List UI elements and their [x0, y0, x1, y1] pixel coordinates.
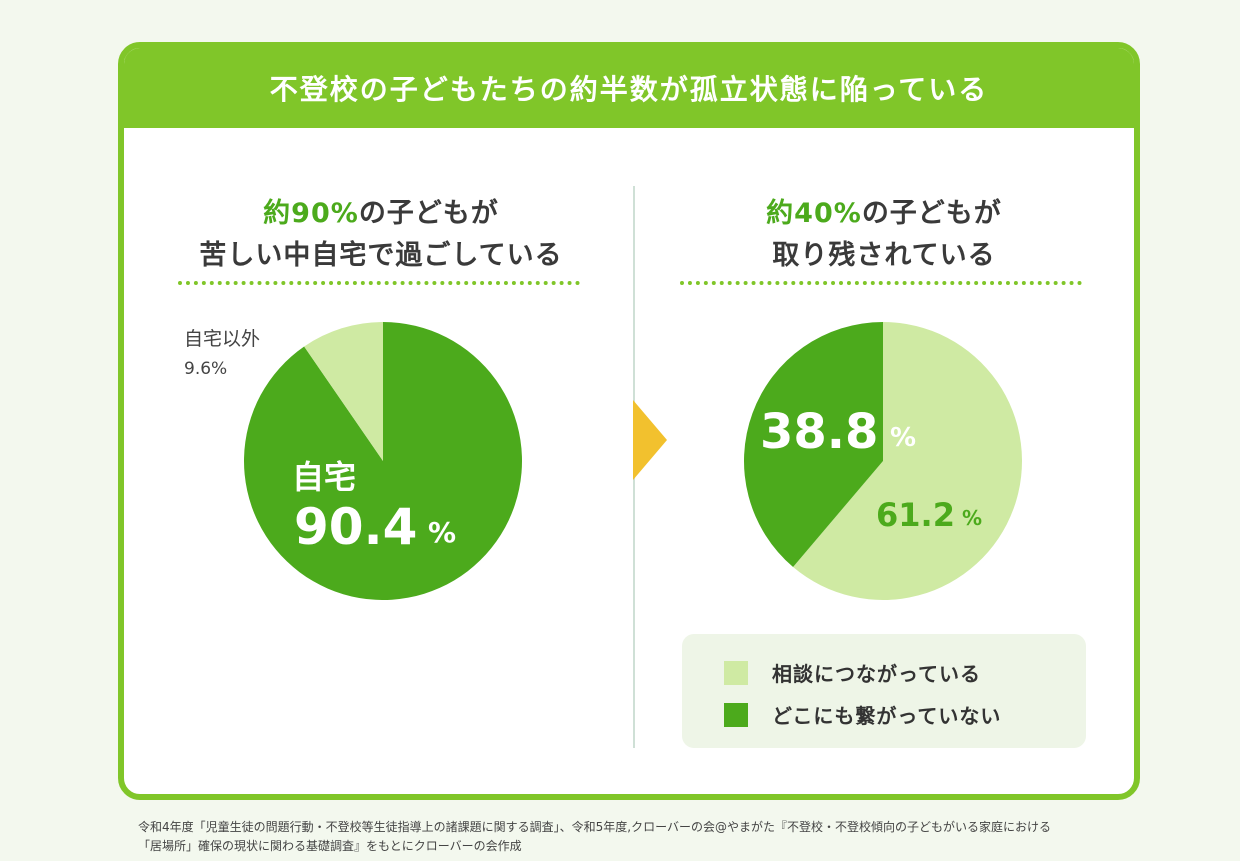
left-pie-slice-0 — [243, 322, 522, 600]
left-pie-chart — [243, 322, 522, 600]
right-heading-line2: 取り残されている — [772, 240, 996, 271]
left-dotted-divider — [178, 281, 580, 285]
legend-item-disconnected: どこにも繋がっていない — [724, 700, 1001, 729]
home-value-number: 90.4 — [294, 498, 417, 556]
legend-item-connected: 相談につながっている — [724, 658, 981, 687]
left-heading-accent: 約90% — [263, 198, 359, 229]
footnote-line-2: 「居場所」確保の現状に関わる基礎調査』をもとにクローバーの会作成 — [138, 839, 522, 853]
footnote-line-1: 令和4年度「児童生徒の問題行動・不登校等生徒指導上の諸課題に関する調査」、令和5… — [138, 820, 1051, 834]
legend-label-disconnected: どこにも繋がっていない — [772, 704, 1002, 728]
infographic-card: 不登校の子どもたちの約半数が孤立状態に陥っている 約90%の子どもが 苦しい中自… — [118, 42, 1140, 800]
legend-swatch-disconnected — [724, 702, 748, 727]
outside-home-value: 9.6% — [184, 359, 228, 379]
left-heading-line2: 苦しい中自宅で過ごしている — [199, 240, 563, 271]
right-pie-slice-1 — [744, 322, 883, 567]
right-dotted-divider — [680, 281, 1082, 285]
connected-value-unit: % — [962, 506, 982, 530]
arrow-shape — [633, 400, 667, 480]
legend: 相談につながっている どこにも繋がっていない — [682, 634, 1086, 748]
home-value-unit: % — [428, 516, 456, 549]
right-arrow-icon — [633, 400, 667, 480]
left-heading-rest: の子どもが — [358, 198, 499, 229]
outside-home-label: 自宅以外 — [184, 328, 261, 350]
disconnected-value-unit: % — [890, 423, 916, 453]
legend-label-connected: 相談につながっている — [772, 662, 981, 686]
banner-title: 不登校の子どもたちの約半数が孤立状態に陥っている — [124, 48, 1134, 128]
right-heading: 約40%の子どもが 取り残されている — [684, 193, 1084, 277]
legend-swatch-connected — [724, 660, 748, 685]
right-pie-labels: 38.8 % 61.2 % — [760, 404, 982, 534]
right-heading-rest: の子どもが — [861, 198, 1002, 229]
source-footnote: 令和4年度「児童生徒の問題行動・不登校等生徒指導上の諸課題に関する調査」、令和5… — [138, 818, 1051, 856]
disconnected-value-number: 38.8 — [760, 404, 878, 460]
left-heading: 約90%の子どもが 苦しい中自宅で過ごしている — [176, 193, 586, 277]
left-pie-inside-labels: 自宅 90.4 % — [292, 458, 456, 556]
right-heading-accent: 約40% — [766, 198, 862, 229]
right-pie-slice-0 — [793, 322, 1022, 600]
home-label: 自宅 — [292, 458, 356, 496]
connected-value-number: 61.2 — [876, 496, 955, 534]
right-pie-chart — [744, 322, 1022, 600]
left-pie-slice-1 — [304, 322, 383, 461]
